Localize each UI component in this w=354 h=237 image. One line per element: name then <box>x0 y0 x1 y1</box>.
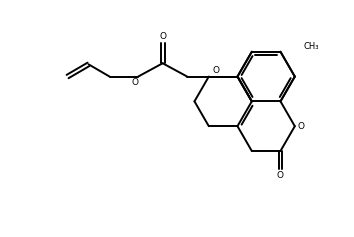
Text: O: O <box>277 171 284 180</box>
Text: O: O <box>131 78 138 87</box>
Text: O: O <box>212 66 219 75</box>
Text: O: O <box>298 122 304 131</box>
Text: CH₃: CH₃ <box>304 42 319 51</box>
Text: O: O <box>159 32 166 41</box>
